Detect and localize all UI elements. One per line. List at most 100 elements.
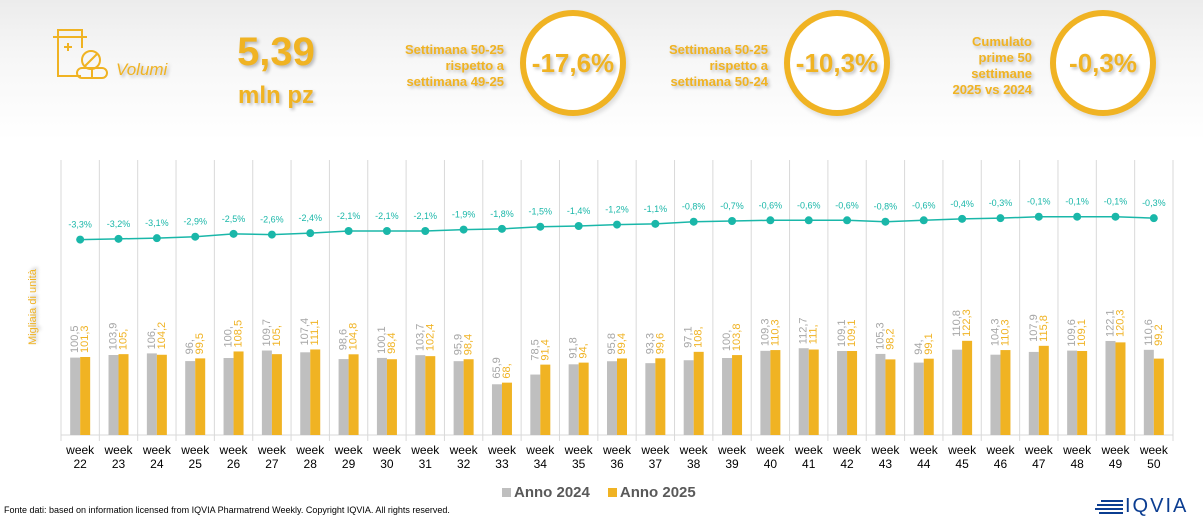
bar-2025 [156, 354, 167, 435]
bar-label-2024: 96, [184, 339, 196, 354]
x-tick-label-number: 32 [457, 457, 471, 471]
line-point-label: -1,4% [567, 206, 591, 216]
bar-label-2025: 99,1 [923, 333, 935, 354]
bar-2024 [300, 352, 311, 435]
bar-label-2025: 101,3 [79, 325, 91, 353]
comparison-line: prime 50 [978, 50, 1032, 65]
bar-label-2024: 107,9 [1028, 314, 1040, 342]
comparison-line: settimana 49-25 [406, 74, 504, 89]
x-tick-label-number: 49 [1109, 457, 1123, 471]
bar-label-2024: 109,1 [836, 319, 848, 347]
bar-2025 [693, 351, 704, 435]
bar-2025 [501, 382, 512, 435]
line-point [958, 214, 967, 223]
line-point [996, 214, 1005, 223]
comparison-line: Settimana 50-25 [669, 42, 768, 57]
line-point-label: -2,1% [337, 211, 361, 221]
x-tick-label-number: 48 [1070, 457, 1084, 471]
bar-label-2024: 95,9 [453, 334, 465, 355]
x-tick-label-number: 44 [917, 457, 931, 471]
x-tick-label-number: 45 [955, 457, 969, 471]
x-tick-label-week: week [564, 443, 594, 457]
bar-2024 [1067, 350, 1078, 435]
bar-label-2024: 109,3 [759, 319, 771, 347]
x-tick-label-week: week [104, 443, 134, 457]
bar-label-2025: 104,8 [348, 323, 360, 351]
legend-item-2025: Anno 2025 [607, 484, 696, 501]
x-tick-label-week: week [640, 443, 670, 457]
line-point [766, 216, 775, 225]
line-point-label: -3,1% [145, 218, 169, 228]
x-tick-label-week: week [870, 443, 900, 457]
bar-2025 [540, 364, 551, 435]
line-point [267, 230, 276, 239]
bar-2025 [578, 362, 589, 435]
bar-label-2024: 107,4 [299, 318, 311, 346]
line-point [344, 227, 353, 235]
bar-label-2024: 109,7 [261, 319, 273, 347]
x-tick-label-week: week [1062, 443, 1092, 457]
bar-2024 [1028, 351, 1039, 435]
bar-2025 [233, 351, 244, 435]
line-point [152, 234, 161, 243]
bar-label-2025: 99,6 [654, 333, 666, 354]
bar-label-2025: 98,4 [463, 334, 475, 355]
x-tick-label-number: 50 [1147, 457, 1161, 471]
bar-label-2024: 110,8 [951, 310, 963, 337]
bar-label-2024: 65,9 [491, 357, 503, 378]
x-tick-label-number: 22 [73, 457, 87, 471]
x-tick-label-week: week [219, 443, 249, 457]
x-tick-label-week: week [794, 443, 824, 457]
x-tick-label-week: week [525, 443, 555, 457]
comparison-line: settimana 50-24 [670, 74, 768, 89]
bar-label-2025: 105, [118, 329, 130, 350]
x-tick-label-week: week [257, 443, 287, 457]
bar-2024 [491, 384, 502, 435]
bar-2024 [1105, 340, 1116, 435]
chart-legend: Anno 2024 Anno 2025 [502, 484, 714, 501]
bar-label-2025: 91,4 [539, 339, 551, 360]
bar-2024 [952, 349, 963, 435]
bar-2025 [310, 349, 321, 435]
bar-2024 [722, 358, 733, 435]
bar-2025 [847, 350, 858, 435]
bar-2024 [376, 357, 387, 435]
x-tick-label-number: 34 [534, 457, 548, 471]
x-tick-label-number: 38 [687, 457, 701, 471]
line-point [728, 217, 737, 225]
legend-label-2025: Anno 2025 [619, 484, 696, 501]
line-point-label: -0,6% [912, 200, 936, 210]
bar-2025 [1115, 342, 1126, 435]
line-point-label: -0,6% [759, 200, 783, 210]
bar-2024 [875, 353, 886, 435]
bar-label-2024: 105,3 [874, 322, 886, 350]
bar-label-2024: 104,3 [989, 319, 1001, 347]
x-tick-label-week: week [449, 443, 479, 457]
bar-2024 [185, 361, 196, 435]
line-point-label: -0,8% [682, 202, 706, 212]
line-point [76, 235, 85, 244]
x-tick-label-number: 30 [380, 457, 394, 471]
line-point-label: -1,5% [529, 207, 553, 217]
bar-2025 [732, 355, 743, 435]
line-point [1149, 214, 1158, 223]
x-tick-label-week: week [832, 443, 862, 457]
pills-bottle-icon [53, 29, 108, 79]
x-tick-label-number: 28 [304, 457, 318, 471]
bar-label-2025: 98,2 [884, 328, 896, 349]
line-point-label: -2,4% [298, 213, 322, 223]
line-point [651, 219, 660, 228]
line-point [229, 229, 238, 238]
bar-label-2025: 111, [808, 324, 820, 344]
line-point [536, 222, 545, 231]
x-tick-label-week: week [947, 443, 977, 457]
bar-label-2024: 122,1 [1104, 309, 1116, 337]
legend-item-2024: Anno 2024 [502, 484, 590, 501]
bar-label-2024: 103,7 [414, 324, 426, 352]
bar-label-2025: 102,4 [424, 324, 436, 352]
iqvia-logo: IQVIA [1095, 495, 1188, 517]
bar-2025 [463, 359, 474, 435]
bar-label-2025: 109,1 [846, 319, 858, 347]
bar-2024 [760, 350, 771, 435]
comparison-line: settimane [971, 66, 1032, 81]
